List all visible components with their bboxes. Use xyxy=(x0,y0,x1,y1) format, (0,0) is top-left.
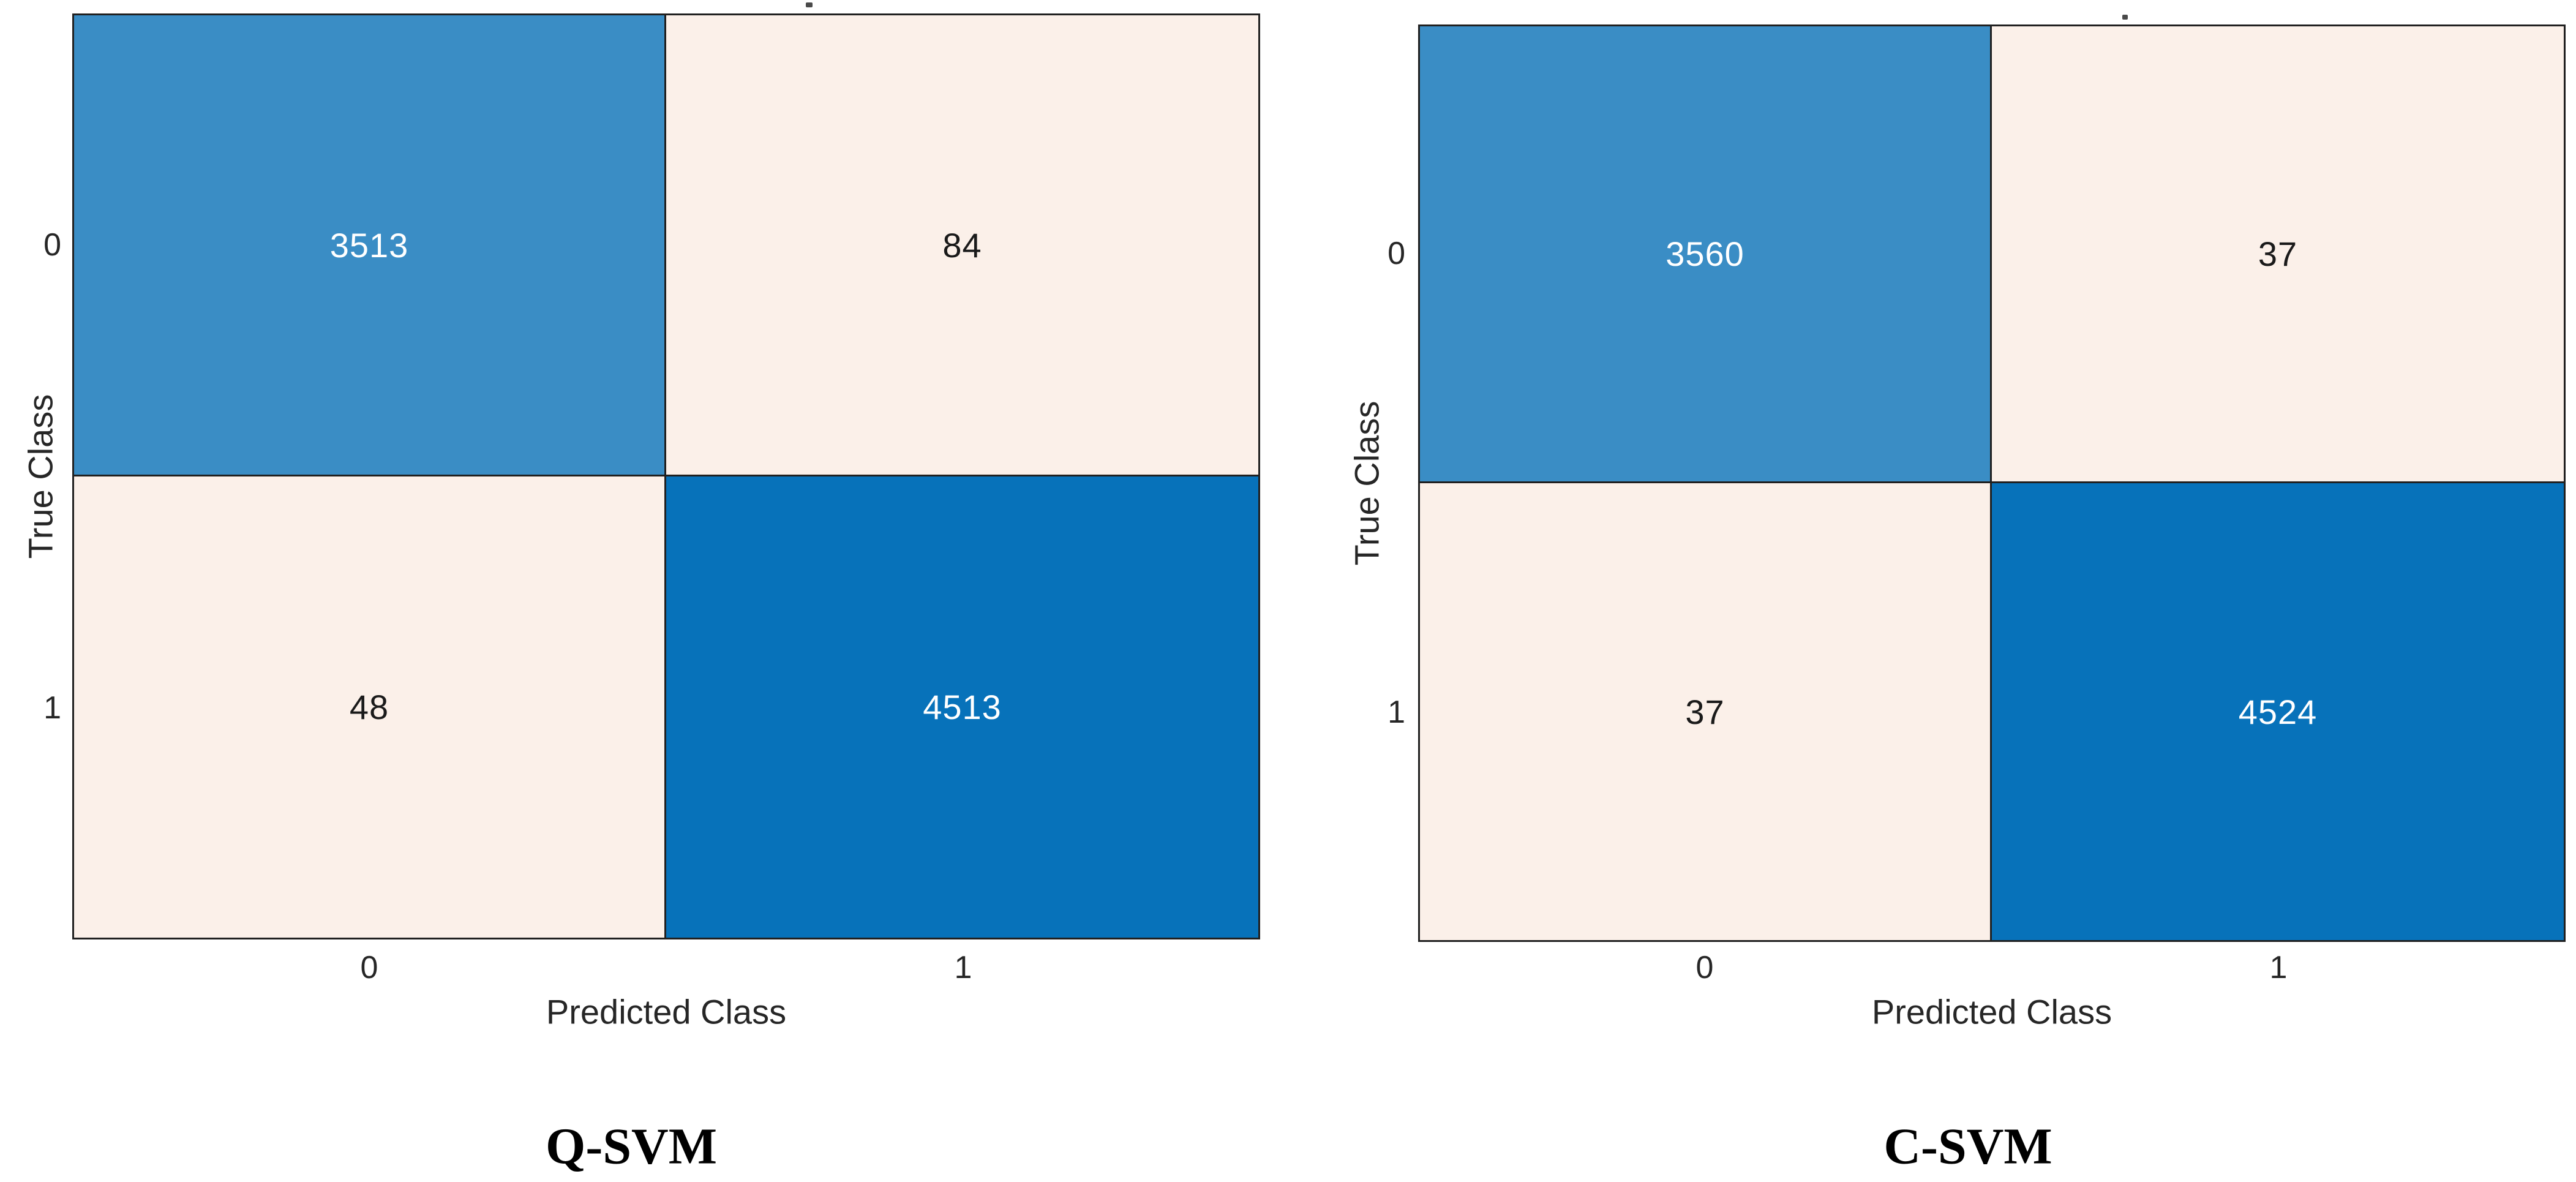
artifact-speck xyxy=(806,2,813,7)
cell-true0-pred0: 3513 xyxy=(74,15,666,476)
y-tick-1: 1 xyxy=(1388,695,1405,730)
x-tick-0: 0 xyxy=(1695,950,1714,985)
cell-true0-pred0: 3560 xyxy=(1420,26,1992,483)
panel-title-qsvm: Q-SVM xyxy=(546,1118,717,1175)
cell-true1-pred1: 4513 xyxy=(666,476,1258,938)
x-tick-1: 1 xyxy=(954,950,972,985)
panel-title-csvm: C-SVM xyxy=(1883,1118,2052,1175)
x-axis-label: Predicted Class xyxy=(546,992,787,1031)
x-tick-1: 1 xyxy=(2269,950,2288,985)
y-axis-label: True Class xyxy=(1347,401,1386,566)
artifact-speck xyxy=(2122,15,2128,20)
y-tick-0: 0 xyxy=(43,227,61,263)
y-tick-0: 0 xyxy=(1388,236,1405,271)
confusion-matrix-qsvm: 3513 84 48 4513 xyxy=(72,13,1260,939)
cell-true1-pred0: 37 xyxy=(1420,483,1992,940)
cell-true0-pred1: 84 xyxy=(666,15,1258,476)
x-axis-label: Predicted Class xyxy=(1871,992,2112,1031)
cell-true1-pred1: 4524 xyxy=(1992,483,2564,940)
y-axis-label: True Class xyxy=(21,394,60,559)
cell-true0-pred1: 37 xyxy=(1992,26,2564,483)
x-tick-0: 0 xyxy=(360,950,378,985)
confusion-matrix-csvm: 3560 37 37 4524 xyxy=(1418,24,2566,942)
y-tick-1: 1 xyxy=(43,690,61,726)
cell-true1-pred0: 48 xyxy=(74,476,666,938)
